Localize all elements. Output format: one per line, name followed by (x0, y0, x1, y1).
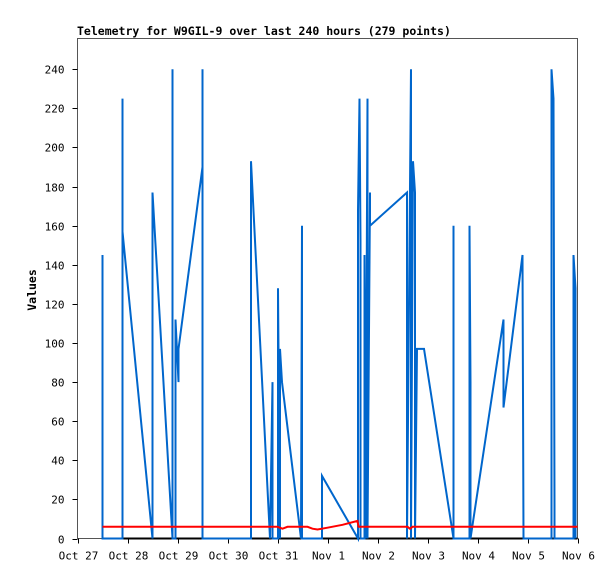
y-tick-label: 160 (45, 221, 65, 234)
series-red-line (102, 519, 578, 531)
series-blue-line (101, 69, 577, 543)
x-tick-label: Oct 30 (209, 550, 249, 563)
x-tick-label: Nov 1 (312, 550, 345, 563)
y-tick-label: 220 (45, 103, 65, 116)
y-tick-label: 180 (45, 182, 65, 195)
x-tick-label: Oct 27 (59, 550, 99, 563)
y-tick-label: 240 (45, 64, 65, 77)
x-tick-label: Nov 6 (562, 550, 595, 563)
x-tick-label: Oct 31 (259, 550, 299, 563)
x-tick-label: Nov 3 (412, 550, 445, 563)
y-tick-label: 40 (51, 455, 64, 468)
chart-title: Telemetry for W9GIL-9 over last 240 hour… (77, 24, 451, 38)
x-tick-label: Nov 4 (462, 550, 495, 563)
y-tick-label: 60 (51, 416, 64, 429)
y-tick-label: 120 (45, 299, 65, 312)
x-tick-label: Nov 5 (512, 550, 545, 563)
y-tick-label: 20 (51, 494, 64, 507)
y-tick-label: 140 (45, 260, 65, 273)
x-tick-label: Oct 29 (159, 550, 199, 563)
x-tick-label: Oct 28 (109, 550, 149, 563)
y-tick-label: 200 (45, 142, 65, 155)
y-tick-label: 0 (58, 534, 65, 547)
y-tick-label: 100 (45, 338, 65, 351)
y-tick-label: 80 (51, 377, 64, 390)
x-tick-label: Nov 2 (362, 550, 395, 563)
y-axis-label: Values (25, 269, 39, 311)
